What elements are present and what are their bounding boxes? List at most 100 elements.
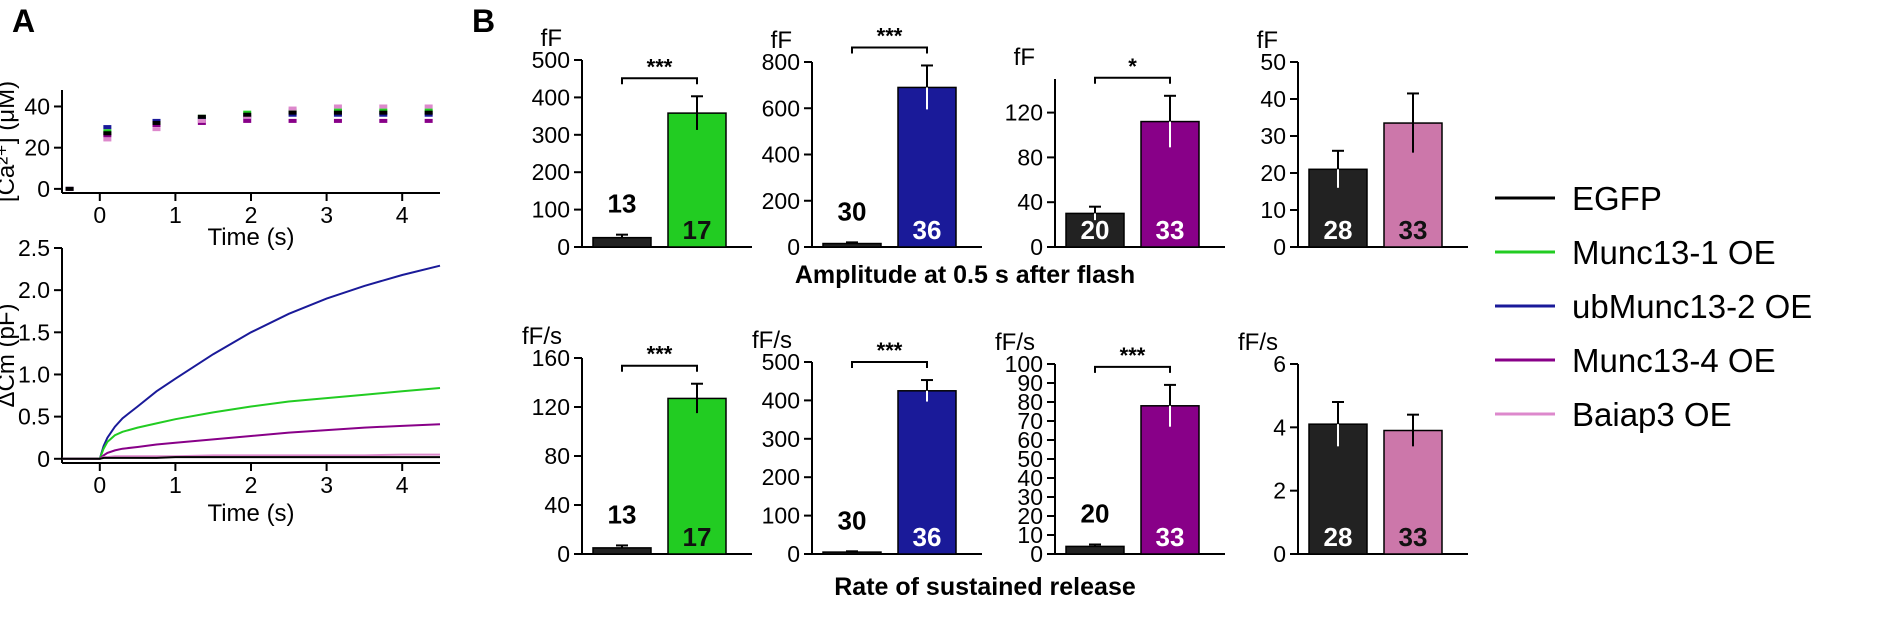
series-line xyxy=(62,456,440,460)
panel-label-b: B xyxy=(472,3,495,39)
data-point xyxy=(197,114,206,119)
rate-row-title: Rate of sustained release xyxy=(834,573,1136,601)
y-tick-label: 400 xyxy=(762,387,800,413)
data-point xyxy=(243,118,252,123)
data-point xyxy=(288,106,297,111)
data-point xyxy=(288,112,297,117)
y-tick-label: 0 xyxy=(1273,541,1286,567)
data-point xyxy=(197,120,206,125)
data-point xyxy=(152,118,161,123)
y-tick-label: 40 xyxy=(24,93,50,119)
y-tick-label: 2.5 xyxy=(18,235,50,261)
legend-label: ubMunc13-2 OE xyxy=(1572,288,1812,325)
significance-bracket xyxy=(1094,365,1171,373)
unit-label: fF/s xyxy=(995,329,1035,356)
data-point xyxy=(424,110,433,115)
bar xyxy=(667,397,727,555)
sample-size-label: 36 xyxy=(913,215,942,245)
significance-label: * xyxy=(1128,54,1137,79)
significance-label: *** xyxy=(647,342,673,367)
sample-size-label: 13 xyxy=(608,499,637,529)
data-point xyxy=(333,112,342,117)
y-tick-label: 6 xyxy=(1273,351,1286,377)
y-tick-label: 0 xyxy=(1030,234,1043,260)
y-tick-label: 120 xyxy=(1005,100,1043,126)
data-point xyxy=(333,108,342,113)
y-tick-label: 120 xyxy=(532,394,570,420)
legend-label: EGFP xyxy=(1572,180,1662,217)
y-tick-label: 160 xyxy=(532,345,570,371)
significance-bracket xyxy=(621,364,698,372)
y-tick-label: 60 xyxy=(1017,427,1043,453)
significance-label: *** xyxy=(877,338,903,363)
unit-label: fF/s xyxy=(1238,329,1278,356)
y-axis-title: [Ca²⁺] (μM) xyxy=(0,81,20,202)
data-point xyxy=(65,186,74,191)
significance-bracket xyxy=(621,77,698,85)
bar xyxy=(1065,545,1125,555)
sample-size-label: 20 xyxy=(1081,499,1110,529)
sample-size-label: 13 xyxy=(608,189,637,219)
data-point xyxy=(103,137,112,142)
legend: EGFP Munc13-1 OE ubMunc13-2 OE Munc13-4 OE B… xyxy=(1495,180,1812,433)
data-point xyxy=(379,110,388,115)
y-tick-label: 1.5 xyxy=(18,319,50,345)
y-tick-label: 50 xyxy=(1017,446,1043,472)
y-tick-label: 400 xyxy=(532,84,570,110)
y-tick-label: 80 xyxy=(1017,144,1043,170)
y-tick-label: 100 xyxy=(762,503,800,529)
x-tick-label: 1 xyxy=(169,202,182,228)
data-point xyxy=(379,118,388,123)
y-tick-label: 200 xyxy=(532,159,570,185)
x-tick-label: 0 xyxy=(93,472,106,498)
data-point xyxy=(243,112,252,117)
y-tick-label: 0 xyxy=(1030,541,1043,567)
data-point xyxy=(424,108,433,113)
y-tick-label: 30 xyxy=(1017,484,1043,510)
data-point xyxy=(333,104,342,109)
data-point xyxy=(288,108,297,113)
x-tick-label: 2 xyxy=(245,472,258,498)
y-tick-label: 20 xyxy=(1017,503,1043,529)
y-tick-label: 40 xyxy=(544,492,570,518)
data-point xyxy=(288,110,297,115)
y-tick-label: 0 xyxy=(1273,234,1286,260)
y-tick-label: 100 xyxy=(1005,351,1043,377)
y-tick-label: 600 xyxy=(762,95,800,121)
amplitude-row-title: Amplitude at 0.5 s after flash xyxy=(795,261,1135,289)
data-point xyxy=(288,118,297,123)
legend-label: Baiap3 OE xyxy=(1572,396,1732,433)
panel-label-a: A xyxy=(12,3,35,39)
y-tick-label: 50 xyxy=(1260,49,1286,75)
y-tick-label: 40 xyxy=(1017,465,1043,491)
chart-amp3: 0 40 80 120 fF 20 33 * xyxy=(1005,44,1225,260)
y-tick-label: 20 xyxy=(24,135,50,161)
y-tick-label: 0 xyxy=(787,234,800,260)
data-point xyxy=(152,123,161,128)
data-point xyxy=(197,118,206,123)
data-point xyxy=(103,125,112,130)
y-tick-label: 300 xyxy=(762,426,800,452)
y-tick-label: 0 xyxy=(557,234,570,260)
sample-size-label: 33 xyxy=(1399,215,1428,245)
bar xyxy=(822,242,882,248)
data-point xyxy=(424,118,433,123)
data-point xyxy=(152,127,161,132)
chart-ca: 0 20 40 0 1 2 3 4 Time (s) [Ca²⁺] (μM) xyxy=(0,81,440,251)
x-tick-label: 1 xyxy=(169,472,182,498)
y-tick-label: 90 xyxy=(1017,370,1043,396)
y-tick-label: 200 xyxy=(762,188,800,214)
y-tick-label: 2.0 xyxy=(18,277,50,303)
significance-bracket xyxy=(851,46,928,54)
significance-label: *** xyxy=(1120,343,1146,368)
y-tick-label: 10 xyxy=(1017,522,1043,548)
data-point xyxy=(333,118,342,123)
chart-cm: 0 0.5 1.0 1.5 2.0 2.5 0 1 2 3 4 Time (s) ΔCm (pF) xyxy=(0,235,441,527)
y-tick-label: 40 xyxy=(1260,86,1286,112)
data-point xyxy=(197,116,206,121)
sample-size-label: 30 xyxy=(838,505,867,535)
x-tick-label: 3 xyxy=(320,202,333,228)
